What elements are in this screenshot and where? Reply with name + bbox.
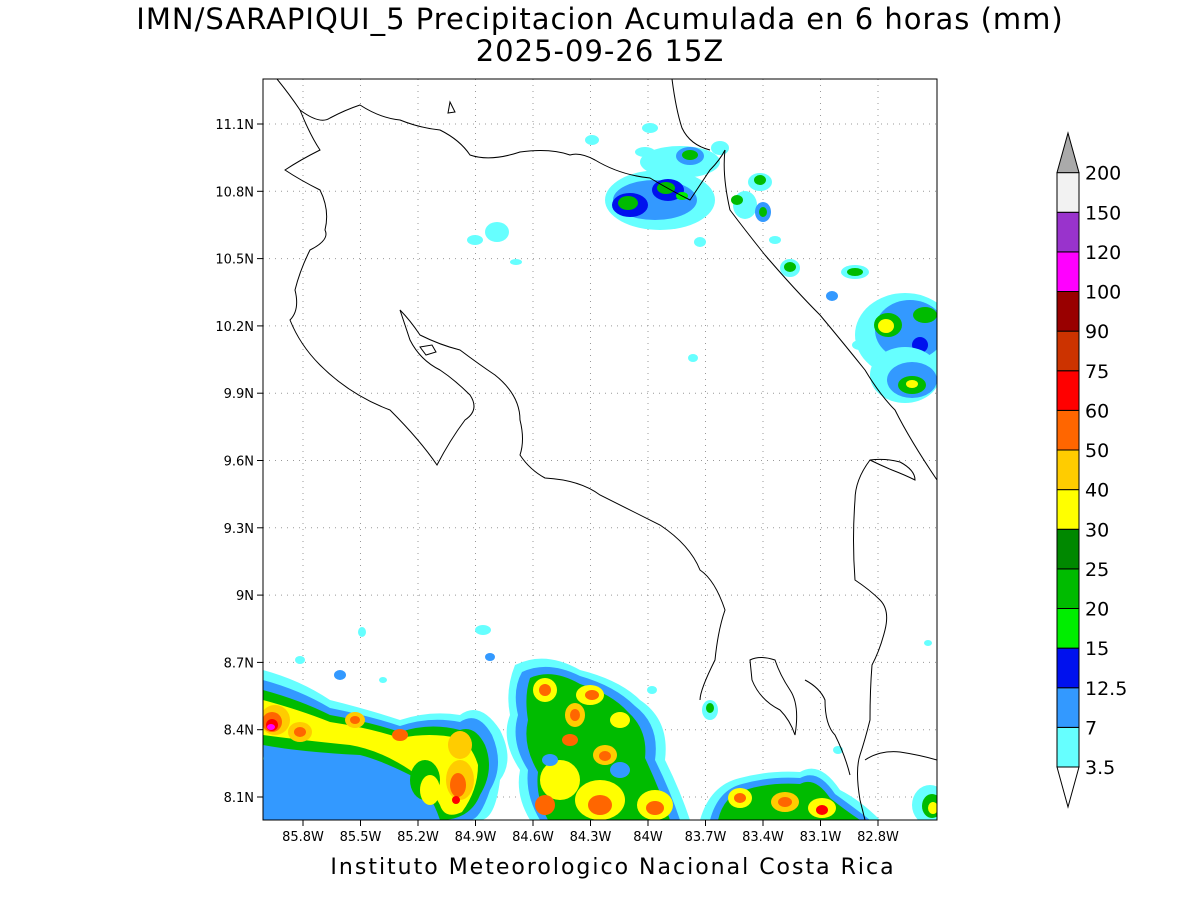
rain-cluster-north [467,123,869,362]
golfo-dulce [804,679,851,776]
colorbar-swatch [1056,568,1080,609]
lat-tick-label: 8.1N [224,791,254,806]
lon-tick-label: 84.6W [512,830,554,845]
rain-cluster-east [852,293,937,403]
nicoya-gulf-island [419,344,437,356]
colorbar-swatch [1056,608,1080,649]
latitude-axis: 11.1N 10.8N 10.5N 10.2N 9.9N 9.6N 9.3N 9N 8.7N 8.… [215,118,263,806]
footer-credit: Instituto Meteorologico Nacional Costa R… [330,855,896,880]
panama-border [853,458,916,820]
colorbar-label: 12.5 [1085,678,1127,700]
lat-tick-label: 8.7N [224,656,254,671]
colorbar-swatch [1056,172,1080,213]
lon-tick-label: 84.3W [570,830,612,845]
colorbar-label: 90 [1085,321,1109,343]
lon-tick-label: 84W [633,830,663,845]
colorbar-label: 15 [1085,638,1109,660]
osa-peninsula [749,657,798,736]
lake-islet [447,100,456,114]
lat-tick-label: 9.6N [224,455,254,470]
colorbar-swatch [1056,211,1080,253]
caribbean-coast [723,149,937,481]
longitude-axis: 85.8W 85.5W 85.2W 84.9W 84.6W 84.3W 84W 83.7W 83… [282,820,899,845]
colorbar-swatch [1056,687,1080,728]
colorbar-swatch [1056,409,1080,451]
pacific-coast-north [284,109,726,701]
burica [864,751,937,761]
colorbar-swatch [1056,330,1080,372]
colorbar-label: 20 [1085,599,1109,621]
lat-tick-label: 9N [236,589,254,604]
lat-tick-label: 9.3N [224,522,254,537]
colorbar-label: 120 [1085,242,1121,264]
colorbar-label: 25 [1085,559,1109,581]
colorbar-swatch [1056,647,1080,689]
precipitation-field [263,123,937,820]
nicaragua-coast [671,79,711,151]
lon-tick-label: 83.7W [685,830,727,845]
colorbar-swatch [1056,131,1080,174]
colorbar-swatch [1056,489,1080,530]
coastlines [276,79,937,820]
rain-cluster-south [263,625,937,820]
colorbar-swatch [1056,291,1080,332]
colorbar-swatch [1056,251,1080,292]
lon-tick-label: 85.2W [397,830,439,845]
lon-tick-label: 85.5W [340,830,382,845]
lat-tick-label: 10.5N [215,253,254,268]
lat-tick-label: 8.4N [224,724,254,739]
lon-tick-label: 84.9W [455,830,497,845]
lat-tick-label: 10.2N [215,320,254,335]
colorbar-label: 3.5 [1085,757,1115,779]
colorbar-swatch [1056,370,1080,411]
colorbar-underflow-arrow [1056,766,1080,809]
lon-tick-label: 83.1W [800,830,842,845]
colorbar-label: 150 [1085,202,1121,224]
colorbar-label: 200 [1085,163,1121,185]
lon-tick-label: 83.4W [742,830,784,845]
colorbar-label: 7 [1085,717,1097,739]
colorbar-label: 30 [1085,519,1109,541]
map-title: IMN/SARAPIQUI_5 Precipitacion Acumulada … [136,2,1064,36]
map-subtitle-datetime: 2025-09-26 15Z [475,34,725,68]
colorbar-label: 40 [1085,480,1109,502]
colorbar-label: 50 [1085,440,1109,462]
colorbar-swatch [1056,528,1080,570]
colorbar: 3.5 7 12.5 15 20 25 30 40 50 60 75 90 100 120 150 200 [1056,131,1127,809]
colorbar-swatch [1056,726,1080,768]
lon-tick-label: 82.8W [857,830,899,845]
map-frame [262,78,938,821]
colorbar-label: 75 [1085,361,1109,383]
colorbar-label: 100 [1085,282,1121,304]
colorbar-label: 60 [1085,400,1109,422]
lat-tick-label: 9.9N [224,387,254,402]
lat-tick-label: 11.1N [215,118,254,133]
lon-tick-label: 85.8W [282,830,324,845]
lat-tick-label: 10.8N [215,185,254,200]
colorbar-swatch [1056,449,1080,491]
nicaragua-border [276,79,726,201]
